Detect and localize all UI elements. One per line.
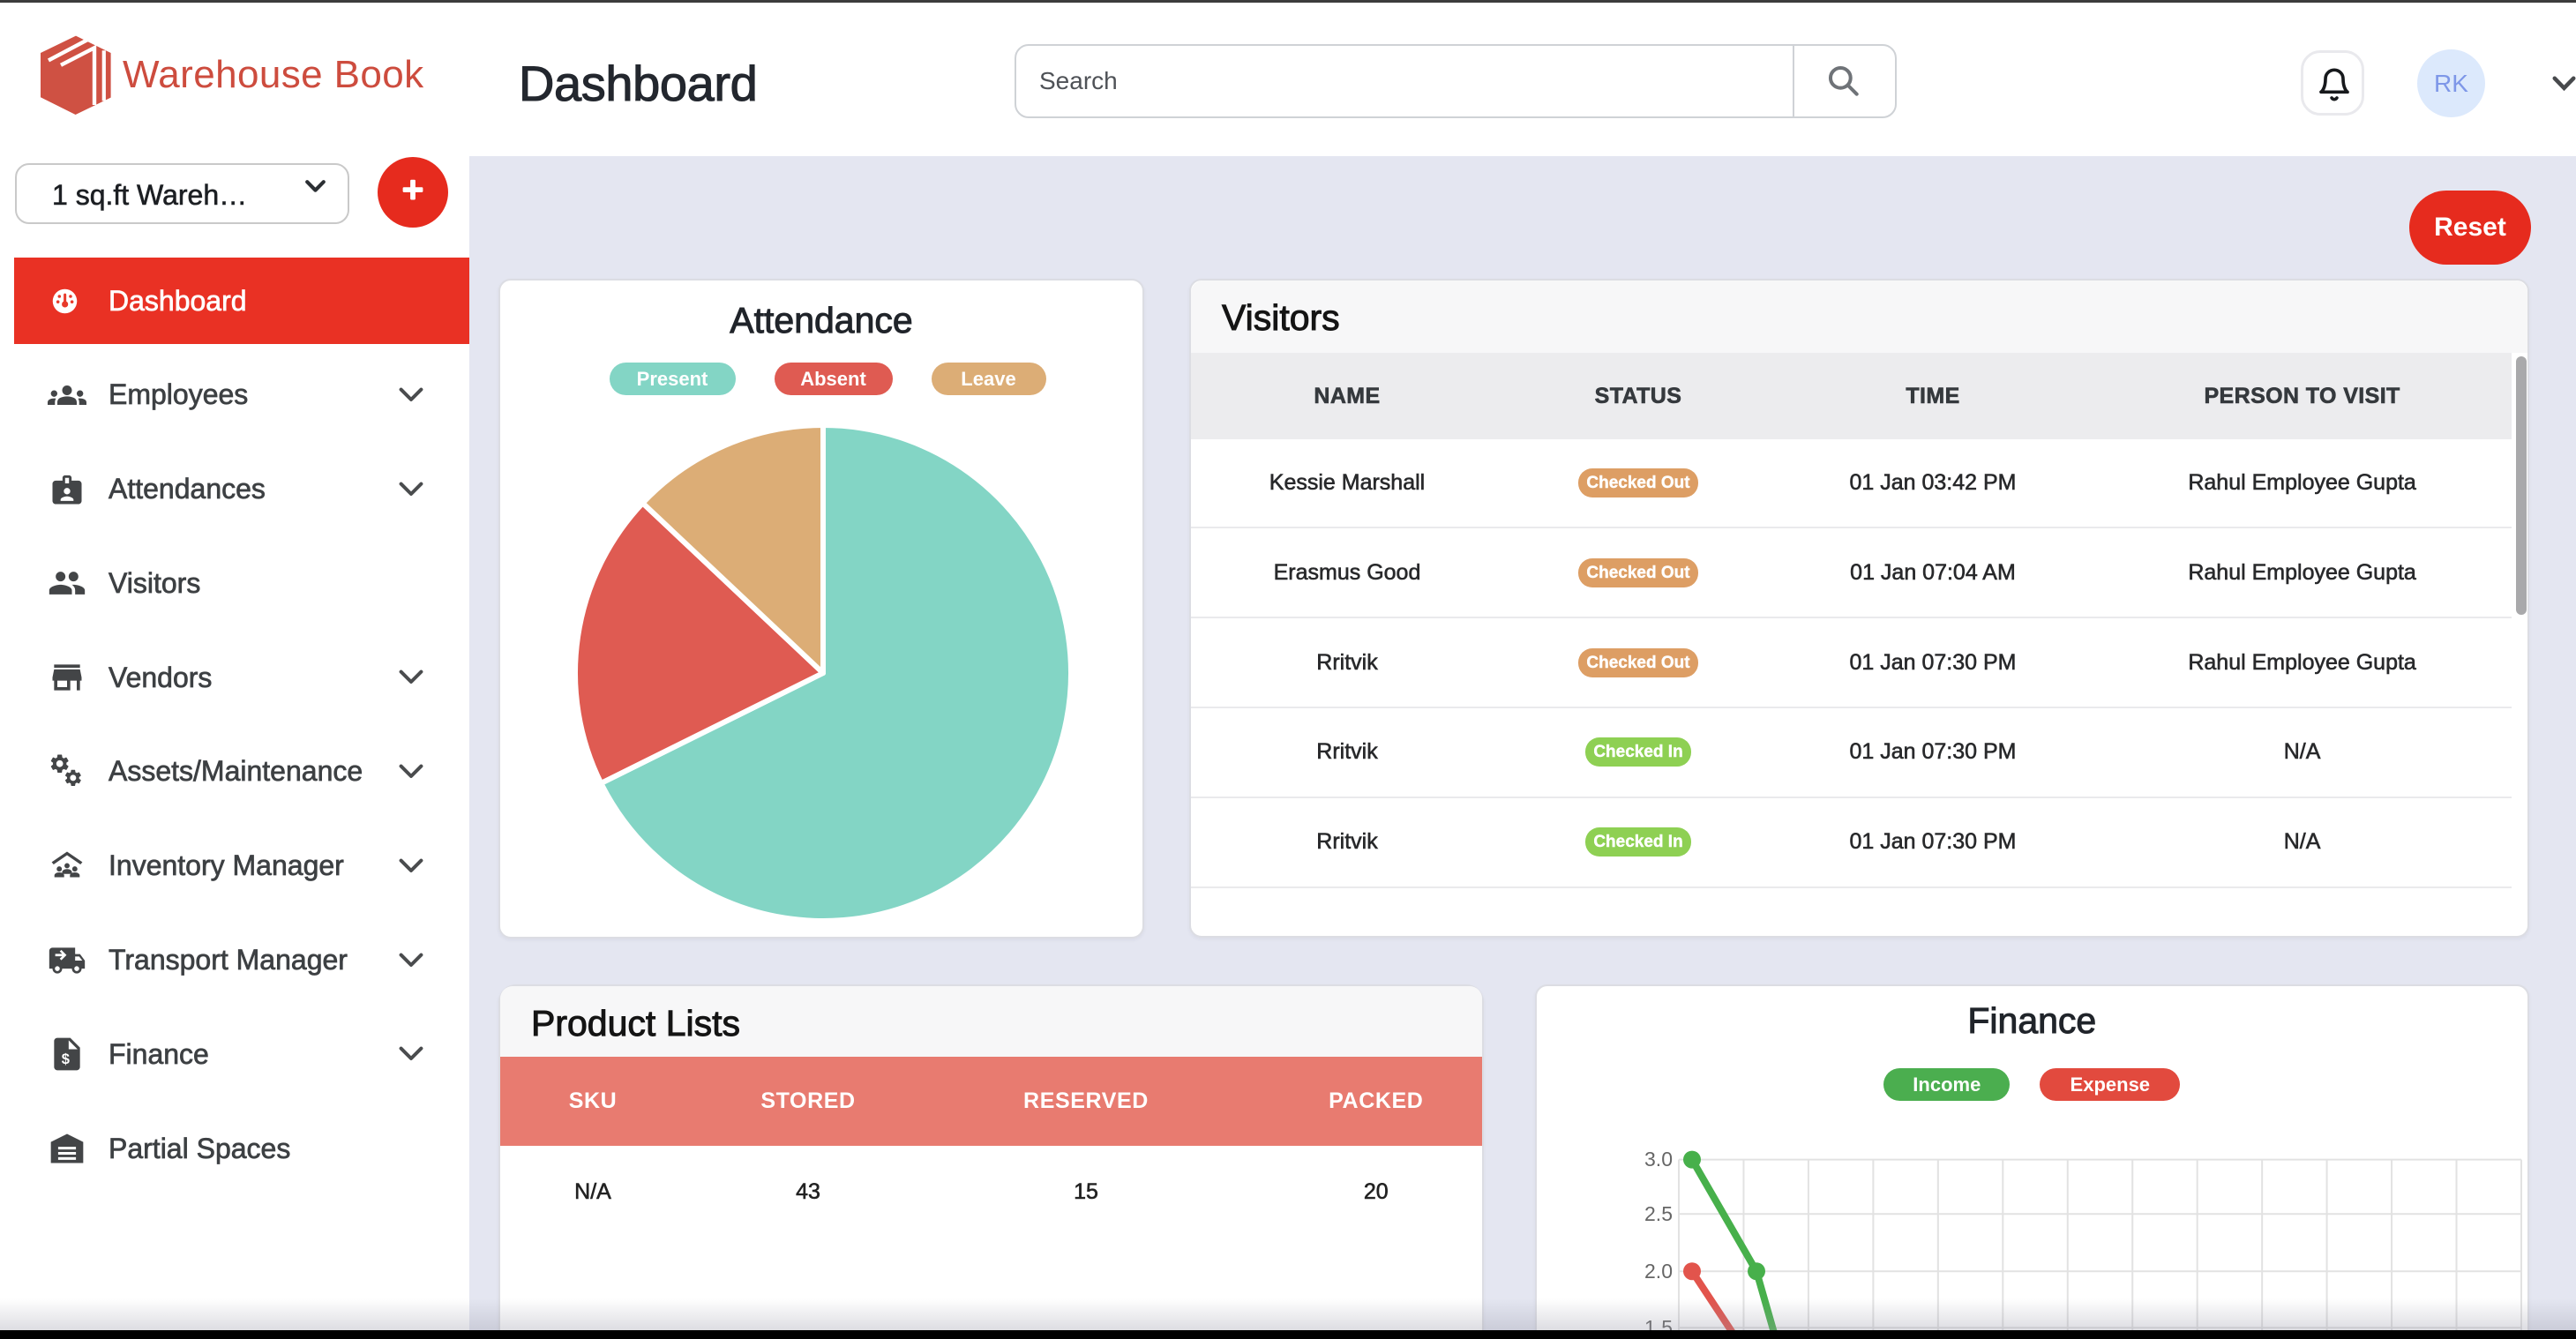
svg-text:$: $ [62,1051,70,1067]
